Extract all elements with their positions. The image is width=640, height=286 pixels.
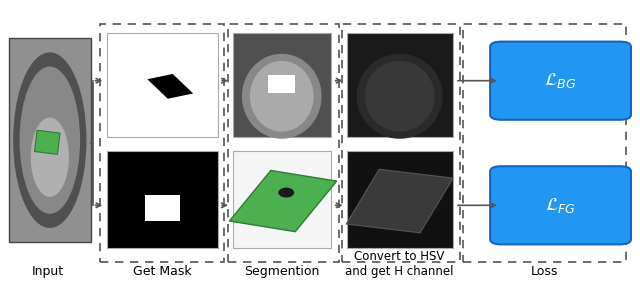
Text: Loss: Loss (531, 265, 558, 277)
Ellipse shape (356, 54, 443, 139)
Ellipse shape (250, 61, 314, 132)
Ellipse shape (13, 52, 86, 228)
Text: Input: Input (31, 265, 63, 277)
Ellipse shape (278, 188, 294, 198)
Bar (268, 75, 294, 94)
FancyBboxPatch shape (490, 41, 631, 120)
Ellipse shape (20, 67, 80, 214)
Ellipse shape (242, 54, 321, 139)
Polygon shape (229, 170, 337, 232)
Ellipse shape (31, 118, 69, 197)
Bar (233, 152, 332, 248)
Text: $\mathcal{L}_{BG}$: $\mathcal{L}_{BG}$ (545, 71, 577, 90)
Bar (100, 24, 225, 262)
Bar (463, 24, 626, 262)
Bar (342, 24, 460, 262)
Bar (145, 195, 180, 221)
Polygon shape (35, 130, 60, 154)
Text: Convert to HSV
and get H channel: Convert to HSV and get H channel (346, 249, 454, 277)
Polygon shape (147, 74, 193, 99)
Bar (233, 33, 332, 137)
Ellipse shape (365, 61, 435, 132)
FancyBboxPatch shape (490, 166, 631, 245)
Polygon shape (346, 169, 453, 233)
Bar (348, 33, 452, 137)
Text: $\mathcal{L}_{FG}$: $\mathcal{L}_{FG}$ (545, 196, 576, 215)
Bar (9, 38, 91, 242)
Text: Segmention: Segmention (244, 265, 319, 277)
Bar (348, 152, 452, 248)
Bar (106, 152, 218, 248)
Bar (106, 33, 218, 137)
Bar (228, 24, 339, 262)
Text: Get Mask: Get Mask (132, 265, 191, 277)
